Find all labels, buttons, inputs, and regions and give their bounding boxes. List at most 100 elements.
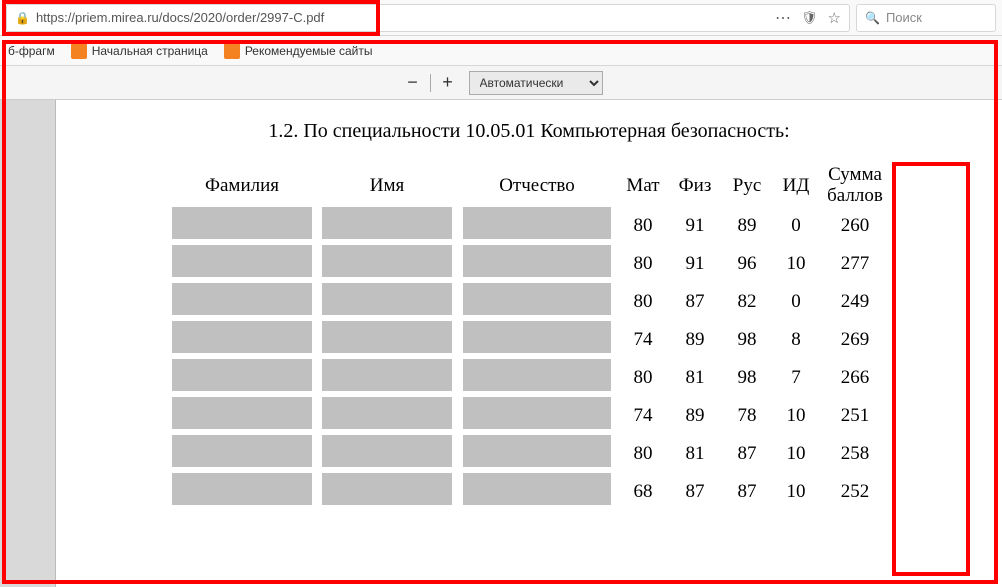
cell-surname bbox=[167, 245, 317, 283]
more-icon[interactable] bbox=[775, 8, 791, 28]
table-row: 80919610277 bbox=[167, 245, 891, 283]
bookmark-label: Рекомендуемые сайты bbox=[245, 44, 373, 58]
bookmark-item[interactable]: Начальная страница bbox=[71, 43, 208, 59]
cell-id: 10 bbox=[773, 245, 819, 283]
cell-surname bbox=[167, 397, 317, 435]
zoom-in-button[interactable]: + bbox=[435, 70, 461, 96]
cell-patronymic bbox=[457, 321, 617, 359]
bookmark-icon bbox=[224, 43, 240, 59]
cell-phys: 81 bbox=[669, 435, 721, 473]
cell-sum: 277 bbox=[819, 245, 891, 283]
cell-sum: 258 bbox=[819, 435, 891, 473]
cell-mat: 74 bbox=[617, 321, 669, 359]
cell-name bbox=[317, 207, 457, 245]
cell-sum: 260 bbox=[819, 207, 891, 245]
cell-phys: 87 bbox=[669, 283, 721, 321]
cell-name bbox=[317, 397, 457, 435]
url-bar[interactable]: https://priem.mirea.ru/docs/2020/order/2… bbox=[6, 4, 850, 32]
zoom-select[interactable]: Автоматически bbox=[469, 71, 603, 95]
pdf-page: 1.2. По специальности 10.05.01 Компьютер… bbox=[79, 100, 979, 529]
cell-sum: 269 bbox=[819, 321, 891, 359]
cell-name bbox=[317, 435, 457, 473]
sum-label-1: Сумма bbox=[828, 164, 882, 185]
pdf-toolbar: − + Автоматически bbox=[0, 66, 1002, 100]
table-body: 8091890260809196102778087820249748998826… bbox=[167, 207, 891, 511]
shield-icon[interactable] bbox=[801, 10, 818, 26]
col-patronymic: Отчество bbox=[457, 165, 617, 207]
cell-rus: 78 bbox=[721, 397, 773, 435]
cell-patronymic bbox=[457, 473, 617, 511]
cell-patronymic bbox=[457, 245, 617, 283]
cell-name bbox=[317, 283, 457, 321]
cell-surname bbox=[167, 207, 317, 245]
cell-id: 0 bbox=[773, 207, 819, 245]
table-row: 80818710258 bbox=[167, 435, 891, 473]
bookmarks-bar: б-фрагм Начальная страница Рекомендуемые… bbox=[0, 36, 1002, 66]
zoom-out-button[interactable]: − bbox=[400, 70, 426, 96]
cell-patronymic bbox=[457, 435, 617, 473]
browser-toolbar: https://priem.mirea.ru/docs/2020/order/2… bbox=[0, 0, 1002, 36]
bookmark-star-icon[interactable] bbox=[828, 9, 841, 27]
cell-name bbox=[317, 245, 457, 283]
cell-name bbox=[317, 359, 457, 397]
cell-id: 0 bbox=[773, 283, 819, 321]
cell-sum: 251 bbox=[819, 397, 891, 435]
search-bar[interactable]: Поиск bbox=[856, 4, 996, 32]
table-row: 8087820249 bbox=[167, 283, 891, 321]
cell-sum: 266 bbox=[819, 359, 891, 397]
cell-mat: 80 bbox=[617, 245, 669, 283]
cell-rus: 89 bbox=[721, 207, 773, 245]
cell-sum: 249 bbox=[819, 283, 891, 321]
table-row: 74897810251 bbox=[167, 397, 891, 435]
table-row: 8081987266 bbox=[167, 359, 891, 397]
cell-id: 8 bbox=[773, 321, 819, 359]
cell-phys: 91 bbox=[669, 207, 721, 245]
cell-sum: 252 bbox=[819, 473, 891, 511]
cell-rus: 87 bbox=[721, 473, 773, 511]
cell-name bbox=[317, 321, 457, 359]
cell-phys: 91 bbox=[669, 245, 721, 283]
cell-patronymic bbox=[457, 359, 617, 397]
cell-rus: 96 bbox=[721, 245, 773, 283]
bookmark-label: Начальная страница bbox=[92, 44, 208, 58]
pdf-viewport: 1.2. По специальности 10.05.01 Компьютер… bbox=[0, 100, 1002, 587]
cell-mat: 80 bbox=[617, 283, 669, 321]
cell-surname bbox=[167, 359, 317, 397]
cell-id: 7 bbox=[773, 359, 819, 397]
page-area: 1.2. По специальности 10.05.01 Компьютер… bbox=[56, 100, 1002, 587]
scores-table: Фамилия Имя Отчество Мат Физ Рус ИД Сумм… bbox=[167, 165, 891, 511]
cell-rus: 82 bbox=[721, 283, 773, 321]
table-row: 8091890260 bbox=[167, 207, 891, 245]
col-rus: Рус bbox=[721, 165, 773, 207]
search-placeholder: Поиск bbox=[886, 10, 922, 25]
col-sum: Сумма баллов bbox=[819, 165, 891, 207]
cell-phys: 87 bbox=[669, 473, 721, 511]
cell-rus: 98 bbox=[721, 359, 773, 397]
cell-phys: 89 bbox=[669, 321, 721, 359]
cell-mat: 68 bbox=[617, 473, 669, 511]
cell-rus: 87 bbox=[721, 435, 773, 473]
col-phys: Физ bbox=[669, 165, 721, 207]
bookmark-icon bbox=[71, 43, 87, 59]
cell-id: 10 bbox=[773, 473, 819, 511]
cell-id: 10 bbox=[773, 435, 819, 473]
page-title: 1.2. По специальности 10.05.01 Компьютер… bbox=[89, 120, 969, 143]
cell-mat: 80 bbox=[617, 435, 669, 473]
cell-mat: 74 bbox=[617, 397, 669, 435]
cell-id: 10 bbox=[773, 397, 819, 435]
col-mat: Мат bbox=[617, 165, 669, 207]
cell-surname bbox=[167, 283, 317, 321]
col-name: Имя bbox=[317, 165, 457, 207]
bookmark-item[interactable]: б-фрагм bbox=[8, 44, 55, 58]
lock-icon bbox=[15, 10, 30, 25]
toolbar-divider bbox=[430, 74, 431, 92]
bookmark-item[interactable]: Рекомендуемые сайты bbox=[224, 43, 373, 59]
table-row: 7489988269 bbox=[167, 321, 891, 359]
thumbnail-pane[interactable] bbox=[0, 100, 56, 587]
url-actions bbox=[775, 8, 841, 28]
cell-mat: 80 bbox=[617, 359, 669, 397]
cell-phys: 89 bbox=[669, 397, 721, 435]
table-header-row: Фамилия Имя Отчество Мат Физ Рус ИД Сумм… bbox=[167, 165, 891, 207]
cell-rus: 98 bbox=[721, 321, 773, 359]
search-icon bbox=[865, 10, 880, 25]
